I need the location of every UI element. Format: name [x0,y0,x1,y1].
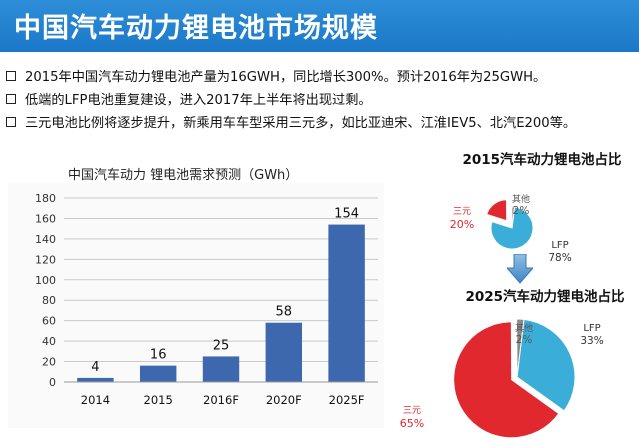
down-arrow-icon [507,254,533,284]
y-tick-label: 60 [42,315,56,328]
y-tick-label: 20 [42,356,56,369]
checkbox-bullet-icon [6,116,16,127]
bar [139,365,177,382]
bullet-text: 2015年中国汽车动力锂电池产量为16GWH，同比增长300%。预计2016年为… [25,70,547,85]
bar-data-label: 4 [91,360,99,375]
checkbox-bullet-icon [6,70,16,81]
x-tick-label: 2014 [81,393,110,407]
bar-data-label: 25 [213,338,230,353]
y-tick-label: 100 [35,274,56,287]
y-tick-label: 120 [35,253,56,266]
bar-data-label: 16 [150,348,167,363]
pie-2025-title: 2025汽车动力锂电池占比 [465,289,625,305]
page-title: 中国汽车动力锂电池市场规模 [14,13,378,44]
bullet-text: 低端的LFP电池重复建设，进入2017年上半年将出现过剩。 [25,93,372,108]
bar-data-label: 58 [276,305,293,320]
bullet-list: 2015年中国汽车动力锂电池产量为16GWH，同比增长300%。预计2016年为… [6,64,636,133]
checkbox-bullet-icon [6,93,16,104]
title-bar: 中国汽车动力锂电池市场规模 [0,0,639,52]
chart-plot-background [8,183,384,428]
bar [328,224,365,382]
x-tick-label: 2016F [203,393,239,407]
bar [202,356,240,382]
y-tick-label: 160 [35,212,56,225]
bullet-item: 2015年中国汽车动力锂电池产量为16GWH，同比增长300%。预计2016年为… [6,64,636,87]
bar-data-label: 154 [334,207,359,222]
pie-2015-title: 2015汽车动力锂电池占比 [462,152,622,168]
y-tick-label: 0 [49,376,56,389]
y-tick-label: 80 [42,294,56,307]
x-tick-label: 2025F [329,393,365,407]
x-tick-label: 2015 [144,393,173,407]
bar-chart-title: 中国汽车动力 锂电池需求预测（GWh） [68,168,299,183]
x-tick-label: 2020F [266,393,302,407]
bullet-item: 低端的LFP电池重复建设，进入2017年上半年将出现过剩。 [6,87,636,110]
bar [77,377,114,382]
y-tick-label: 140 [35,233,56,246]
bullet-item: 三元电池比例将逐步提升，新乘用车车型采用三元多，如比亚迪宋、江淮IEV5、北汽E… [6,110,636,133]
y-tick-label: 180 [35,192,56,205]
bullet-text: 三元电池比例将逐步提升，新乘用车车型采用三元多，如比亚迪宋、江淮IEV5、北汽E… [25,116,577,131]
y-tick-label: 40 [42,335,56,348]
bar [265,322,303,382]
